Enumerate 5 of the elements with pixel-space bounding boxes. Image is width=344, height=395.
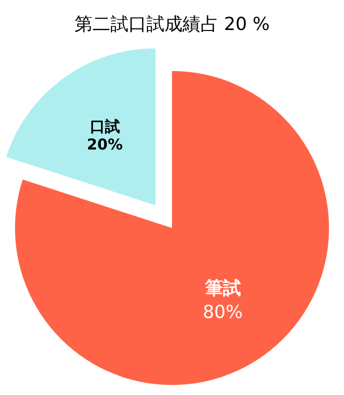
- data-label: 20%: [86, 135, 123, 154]
- data-label: 80%: [202, 302, 243, 323]
- slice-label: 口試: [90, 117, 120, 136]
- chart-title: 第二試口試成績占 20 %: [74, 14, 270, 35]
- slice-label: 筆試: [204, 278, 241, 299]
